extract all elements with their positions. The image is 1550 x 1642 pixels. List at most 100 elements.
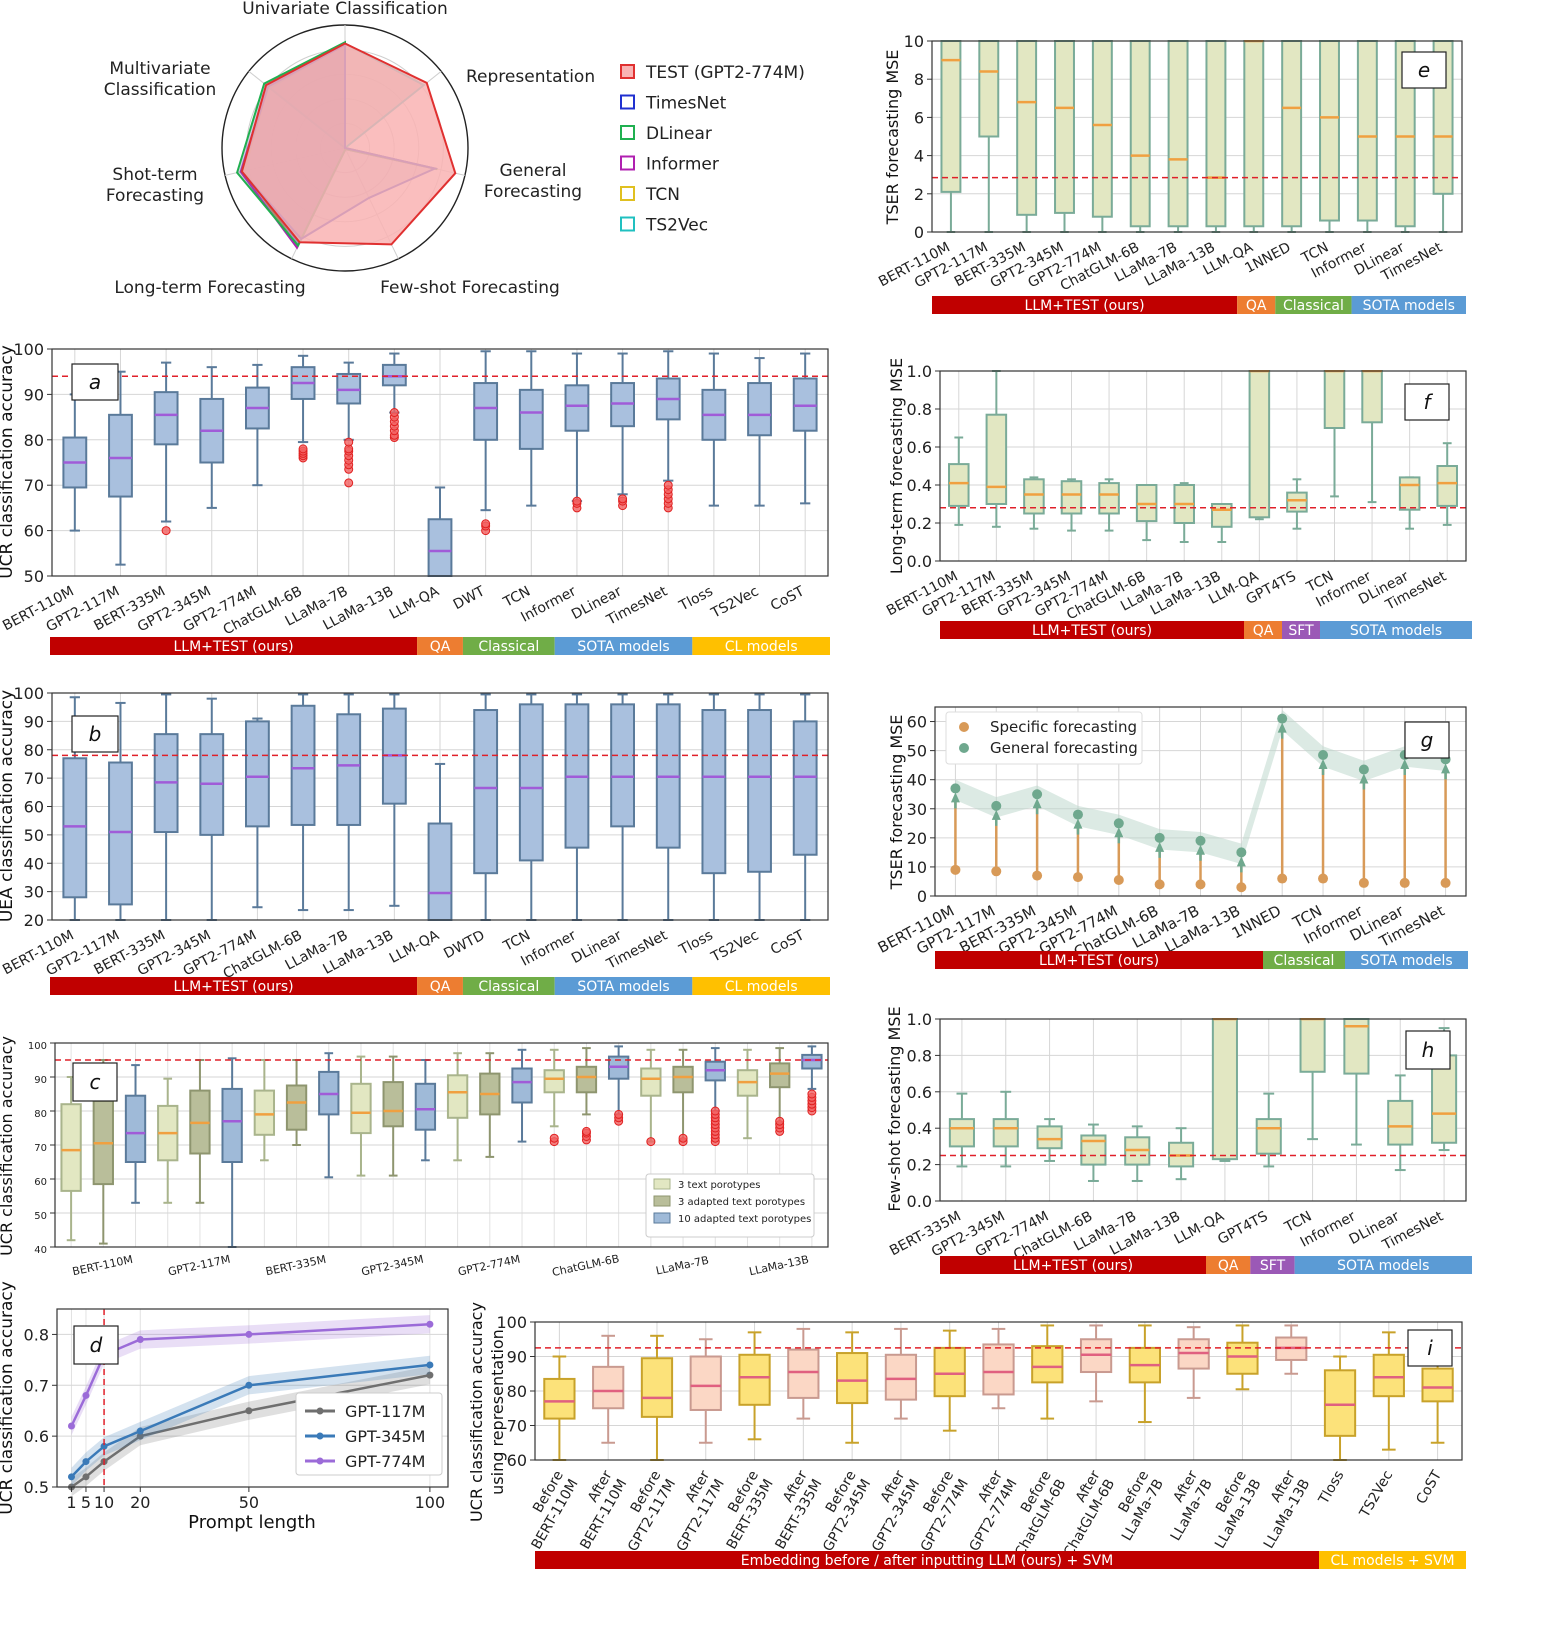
box-plot [1255,1092,1282,1168]
box-plot [290,693,316,912]
box-body [124,1094,147,1163]
group-label: LLM+TEST (ours) [1025,298,1145,314]
group-band [1206,1256,1251,1274]
legend-marker [959,743,969,753]
x-tick-label: ChatGLM-6B [551,1252,621,1279]
box-plots [948,1018,1458,1182]
legend-label: TEST (GPT2-774M) [645,63,805,83]
arrow-head [1114,827,1124,838]
series-point [136,1427,144,1435]
y-tick-label: 0 [914,223,924,242]
box-plot [1281,40,1303,233]
outlier-point [710,1106,720,1116]
y-tick-label: 0.4 [907,476,932,495]
legend-swatch [653,1212,671,1224]
box-plot [446,1052,469,1162]
box-body [1255,1118,1282,1155]
x-tick-label: BERT-110M [71,1253,134,1279]
group-label: CL models [725,979,798,995]
group-label: LLM+TEST (ours) [173,639,293,655]
general-point [991,800,1002,811]
box-plot [1060,478,1083,532]
box-plot [1124,1125,1151,1182]
group-label: CL models + SVM [1330,1553,1454,1569]
x-tick-label: LLM-QA [387,583,442,623]
specific-point [1195,879,1206,890]
legend-swatch [620,94,635,110]
y-tick-label: 60 [507,1451,527,1470]
box-plot [60,1076,82,1242]
y-tick-label: 30 [907,800,927,819]
plot-border [51,348,829,577]
box-plot [1079,1324,1113,1403]
radar-axis-label: Long-term Forecasting [114,278,305,298]
panel-label: d [90,1333,103,1357]
legend-label: TimesNet [645,94,727,114]
y-tick-label: 8 [914,70,924,89]
plot-border [931,40,1463,233]
box-body [1299,1018,1326,1073]
box-body [640,1357,674,1418]
x-tick-label: CoST [768,927,807,958]
box-body [473,709,499,875]
box-body [1281,40,1303,228]
box-plot [1128,1324,1161,1424]
y-tick-label: 90 [507,1348,527,1367]
box-plot [1177,1326,1210,1399]
box-plot [747,357,772,507]
arrow-head [950,792,960,803]
specific-point [1154,879,1165,890]
group-band [932,296,1238,314]
outlier-point [389,408,399,418]
specific-point [1358,877,1369,888]
radar-axis-label: Forecasting [484,182,582,202]
y-axis-label: TSER forecasting MSE [883,50,902,226]
y-tick-label: 90 [34,1075,47,1086]
general-point [1277,713,1288,724]
legend-label: 3 adapted text porotypes [678,1197,805,1208]
y-axis-label: UCR classification accuracy [0,1036,16,1256]
box-body [1323,370,1346,429]
box-body [1023,478,1045,515]
group-band [1237,296,1276,314]
x-tick-label: GPT2-117M [167,1253,232,1279]
box-plot [543,1048,565,1128]
arrow-head [1318,758,1328,769]
general-point [1113,818,1124,829]
general-point [950,783,961,794]
group-band [50,637,418,655]
legend-swatch [620,155,635,171]
y-axis-label: TSER forecasting MSE [887,715,906,891]
specific-point [950,864,961,875]
box-body [427,518,453,577]
plot-border [534,1321,1463,1461]
group-band [935,951,1263,969]
group-band [554,977,693,995]
box-plot [1275,1324,1308,1375]
box-plot [1016,40,1038,233]
group-label: QA [430,639,451,655]
general-point [1318,749,1329,760]
x-tick-label: GPT2-774M [457,1253,522,1279]
box-plot [1343,1018,1370,1146]
box-plot [245,717,270,909]
plot-border [939,370,1467,562]
legend-box [645,1173,815,1238]
x-tick-label: DWT [451,583,488,613]
box-body [985,413,1008,506]
specific-point [1440,877,1451,888]
box-body [285,1084,308,1131]
box-plot [1098,478,1120,532]
y-tick-label: 50 [24,826,44,845]
box-plot [543,1355,576,1461]
box-plot [992,1090,1019,1168]
x-tick-label: LLaMa-7B [655,1254,710,1278]
arrow-head [1236,856,1246,867]
group-band [1244,621,1282,639]
box-body [245,720,270,828]
y-axis-label: using representation [488,1329,507,1495]
legend-label: TS2Vec [645,216,708,236]
plot-background [940,371,1466,561]
box-plot [948,436,970,526]
legend-swatch [620,64,635,79]
